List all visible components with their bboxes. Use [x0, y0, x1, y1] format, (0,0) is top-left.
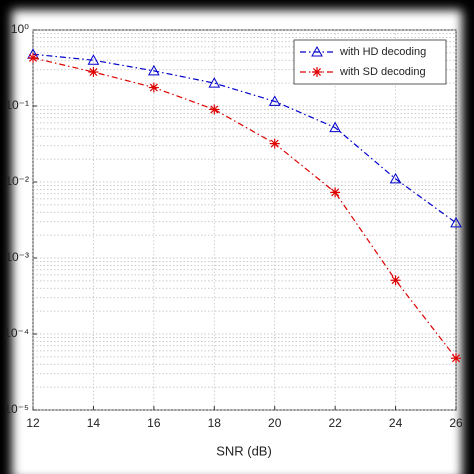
marker [390, 275, 401, 286]
marker-shape [311, 45, 323, 57]
x-tick-label: 14 [87, 416, 101, 430]
marker [389, 172, 402, 184]
y-tick-label: 10⁻³ [5, 250, 29, 264]
x-tick-label: 16 [147, 416, 161, 430]
marker-shape [87, 54, 100, 65]
legend-label: with SD decoding [339, 66, 426, 78]
legend-box [293, 39, 447, 85]
marker [88, 67, 99, 78]
marker [148, 82, 159, 93]
x-tick-label: 26 [449, 416, 463, 430]
y-tick-label: 10⁰ [11, 22, 29, 36]
marker [208, 77, 221, 88]
marker-shape [148, 64, 160, 76]
series-line [32, 57, 457, 359]
x-tick-label: 12 [26, 416, 40, 430]
marker-shape [268, 95, 281, 106]
marker-shape [28, 53, 38, 62]
marker [269, 138, 280, 149]
marker-shape [331, 188, 340, 197]
marker-shape [450, 216, 462, 228]
marker [148, 64, 160, 76]
marker-shape [312, 67, 322, 77]
marker-shape [270, 139, 279, 148]
series-line [32, 53, 457, 224]
x-tick-label: 24 [389, 416, 403, 430]
marker-shape [329, 121, 341, 133]
marker [209, 104, 220, 115]
y-tick-label: 10⁻⁵ [4, 402, 29, 416]
x-tick-label: 20 [268, 416, 282, 430]
marker-shape [149, 83, 158, 92]
marker [329, 121, 341, 133]
marker-shape [451, 354, 461, 363]
marker-shape [210, 105, 219, 114]
marker [268, 95, 281, 106]
marker [28, 52, 38, 63]
marker-shape [208, 77, 221, 88]
marker-shape [389, 172, 402, 184]
x-axis-label: SNR (dB) [216, 443, 272, 458]
marker-shape [89, 67, 98, 77]
marker [87, 54, 100, 65]
legend-marker [311, 45, 323, 57]
legend-label: with HD decoding [339, 46, 426, 58]
y-tick-label: 10⁻⁴ [4, 326, 29, 340]
x-tick-label: 18 [208, 416, 222, 430]
x-tick-label: 22 [328, 416, 342, 430]
marker [450, 216, 462, 228]
plot-area [32, 29, 457, 411]
legend-marker [312, 67, 322, 77]
marker [451, 353, 461, 364]
y-tick-label: 10⁻¹ [5, 98, 29, 112]
marker-shape [391, 276, 400, 285]
y-tick-label: 10⁻² [5, 174, 29, 188]
marker [330, 187, 341, 198]
